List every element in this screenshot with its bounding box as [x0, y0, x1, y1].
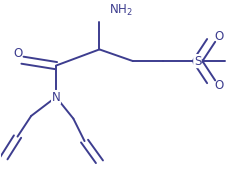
Text: NH$_2$: NH$_2$: [109, 3, 133, 18]
Text: N: N: [52, 91, 60, 104]
Text: O: O: [213, 79, 222, 92]
Text: O: O: [213, 30, 222, 43]
Text: S: S: [193, 55, 200, 68]
Text: O: O: [13, 46, 22, 60]
